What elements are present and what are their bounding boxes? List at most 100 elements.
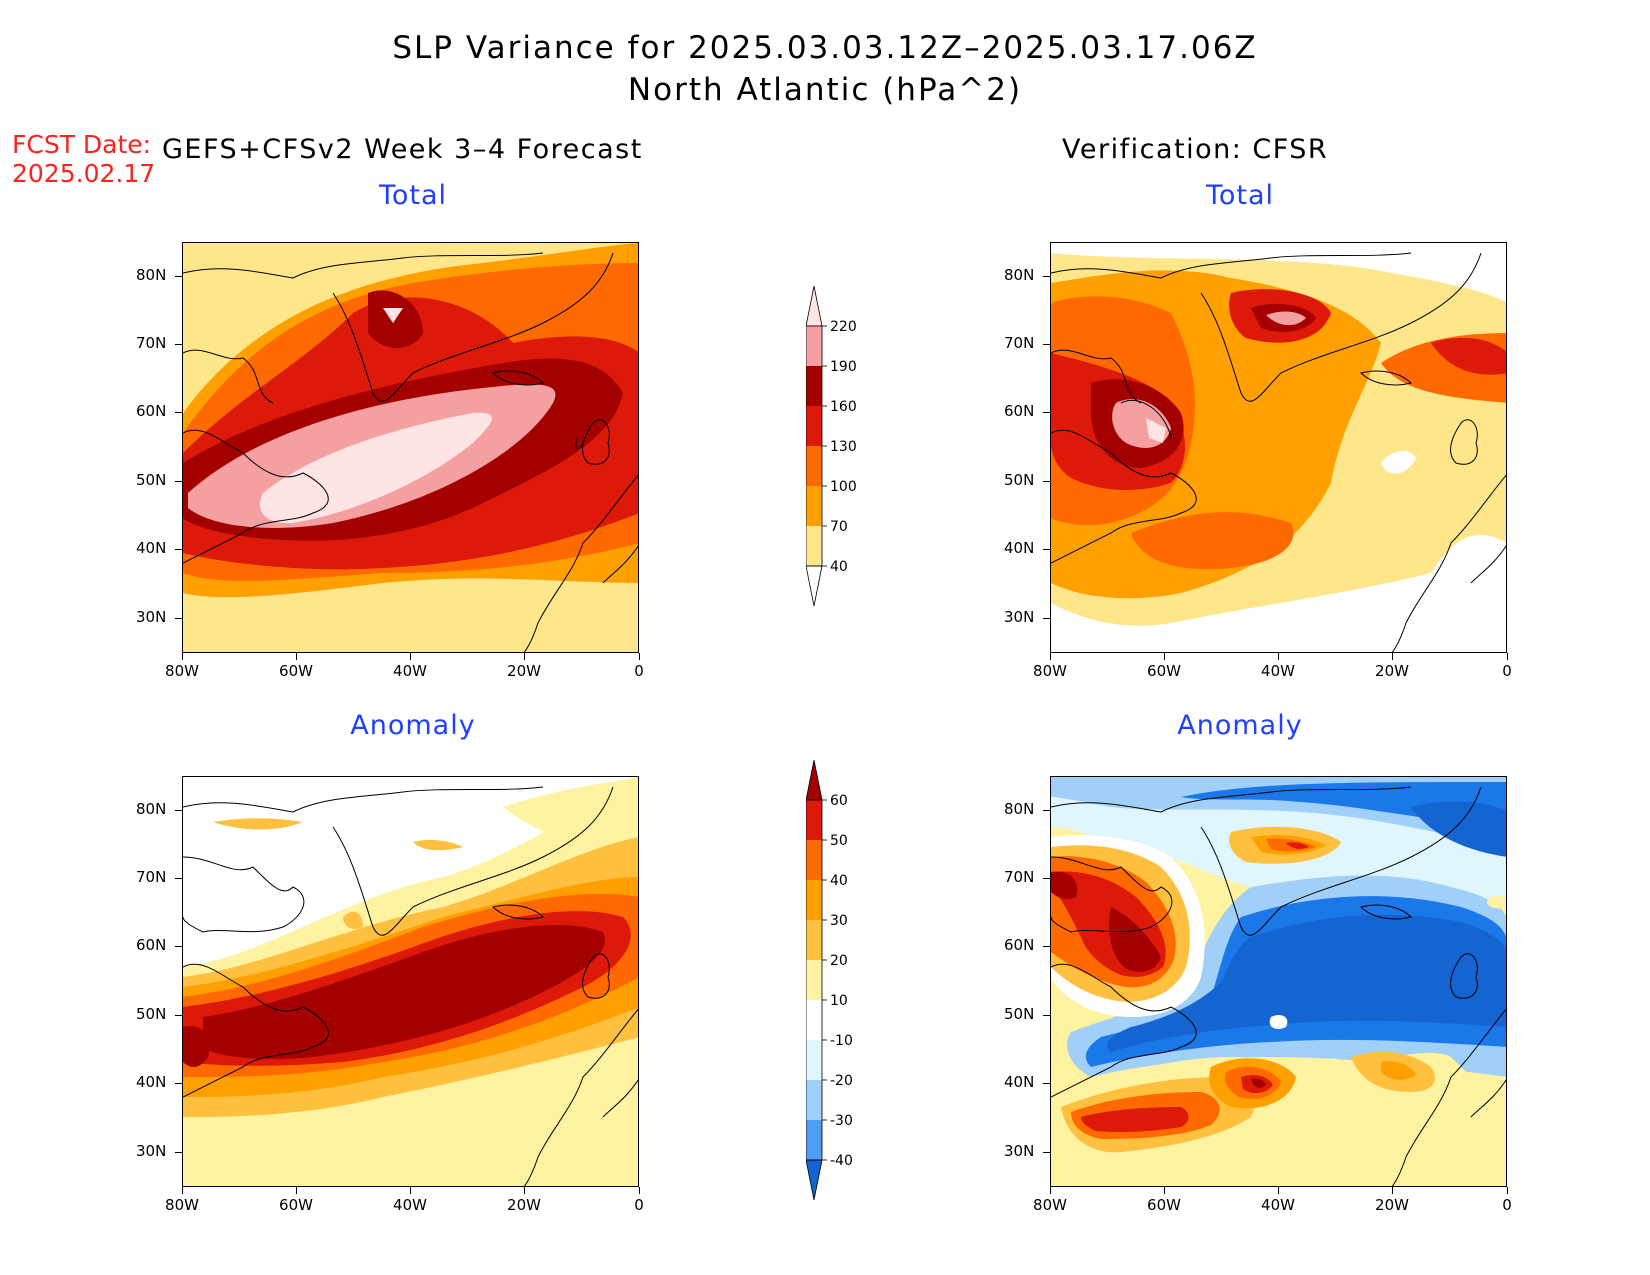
lon-tick-label: 20W [1375, 662, 1409, 680]
lon-tick-label: 80W [165, 662, 199, 680]
lat-tick-label: 40N [136, 539, 167, 557]
lat-tick-mark [1043, 618, 1050, 619]
lat-tick-label: 50N [136, 1005, 167, 1023]
lat-tick-mark [175, 344, 182, 345]
lon-tick-label: 60W [1147, 1196, 1181, 1214]
lon-tick-label: 20W [507, 662, 541, 680]
verification-header: Verification: CFSR [1062, 134, 1329, 165]
lat-tick-mark [175, 878, 182, 879]
lon-tick-label: 40W [393, 1196, 427, 1214]
lat-tick-label: 30N [136, 608, 167, 626]
lon-tick-label: 80W [1033, 662, 1067, 680]
lat-tick-label: 70N [1004, 868, 1035, 886]
lon-tick-mark [1278, 653, 1279, 660]
lon-tick-label: 0 [1502, 662, 1512, 680]
lon-tick-label: 60W [279, 1196, 313, 1214]
colorbar-box [806, 446, 822, 486]
colorbar-box [806, 800, 822, 840]
lat-tick-label: 30N [136, 1142, 167, 1160]
colorbar-label: 220 [830, 319, 857, 335]
lon-tick-label: 40W [393, 662, 427, 680]
colorbar-bottom-triangle [805, 565, 823, 607]
colorbar-label: -30 [830, 1113, 853, 1129]
colorbar-label: 30 [830, 913, 848, 929]
anomaly-colorbar: 60 50 40 30 20 10 -10 -20 -30 -40 [805, 759, 886, 1210]
lon-tick-mark [1278, 1187, 1279, 1194]
lon-tick-mark [1164, 1187, 1165, 1194]
colorbar-label: -20 [830, 1073, 853, 1089]
colorbar-label: 160 [830, 399, 857, 415]
lat-tick-label: 50N [136, 471, 167, 489]
main-subtitle: North Atlantic (hPa^2) [627, 72, 1023, 108]
lat-tick-label: 70N [1004, 334, 1035, 352]
verification-anomaly-map [1050, 776, 1507, 1187]
main-title: SLP Variance for 2025.03.03.12Z–2025.03.… [392, 30, 1258, 66]
lat-tick-mark [175, 618, 182, 619]
lon-tick-mark [1507, 1187, 1508, 1194]
lon-tick-mark [1050, 1187, 1051, 1194]
lon-tick-mark [1507, 653, 1508, 660]
lat-tick-label: 60N [136, 936, 167, 954]
lon-tick-mark [639, 653, 640, 660]
lat-tick-label: 70N [136, 334, 167, 352]
lat-tick-mark [1043, 946, 1050, 947]
lon-tick-label: 80W [165, 1196, 199, 1214]
lat-tick-label: 80N [136, 800, 167, 818]
colorbar-top-triangle [805, 285, 823, 327]
colorbar-box [806, 1080, 822, 1120]
lat-tick-label: 80N [1004, 266, 1035, 284]
lat-tick-mark [175, 1152, 182, 1153]
colorbar-label: 70 [830, 519, 848, 535]
fcst-date-value: 2025.02.17 [12, 159, 156, 188]
lon-tick-mark [1392, 653, 1393, 660]
lat-tick-mark [1043, 344, 1050, 345]
lat-tick-mark [175, 1083, 182, 1084]
colorbar-top-triangle [805, 759, 823, 801]
lat-tick-label: 40N [1004, 1073, 1035, 1091]
lat-tick-mark [1043, 1083, 1050, 1084]
forecast-total-title: Total [378, 180, 448, 211]
colorbar-box [806, 920, 822, 960]
lat-tick-mark [1043, 1015, 1050, 1016]
lon-tick-mark [410, 653, 411, 660]
colorbar-label: 130 [830, 439, 857, 455]
verification-anomaly-title: Anomaly [1177, 710, 1303, 741]
colorbar-label: -10 [830, 1033, 853, 1049]
lon-tick-label: 20W [1375, 1196, 1409, 1214]
colorbar-box [806, 960, 822, 1000]
lat-tick-label: 30N [1004, 608, 1035, 626]
verification-total-map [1050, 242, 1507, 653]
lon-tick-mark [1392, 1187, 1393, 1194]
lat-tick-mark [175, 481, 182, 482]
lat-tick-label: 50N [1004, 1005, 1035, 1023]
lat-tick-label: 60N [136, 402, 167, 420]
lat-tick-label: 70N [136, 868, 167, 886]
lon-tick-label: 0 [1502, 1196, 1512, 1214]
colorbar-box [806, 1000, 822, 1040]
colorbar-label: -40 [830, 1153, 853, 1169]
colorbar-box [806, 840, 822, 880]
lat-tick-label: 40N [136, 1073, 167, 1091]
forecast-total-map [182, 242, 639, 653]
lat-tick-mark [1043, 276, 1050, 277]
lon-tick-label: 60W [1147, 662, 1181, 680]
colorbar-box [806, 486, 822, 526]
lon-tick-mark [182, 1187, 183, 1194]
fcst-date-label: FCST Date: [12, 130, 152, 159]
verification-total-title: Total [1205, 180, 1275, 211]
total-colorbar: 220 190 160 130 100 70 40 [805, 285, 886, 622]
lon-tick-mark [182, 653, 183, 660]
lat-tick-mark [1043, 412, 1050, 413]
colorbar-box [806, 526, 822, 566]
lat-tick-label: 80N [1004, 800, 1035, 818]
lon-tick-label: 80W [1033, 1196, 1067, 1214]
lon-tick-label: 40W [1261, 662, 1295, 680]
colorbar-box [806, 406, 822, 446]
lat-tick-mark [175, 549, 182, 550]
lon-tick-mark [1050, 653, 1051, 660]
forecast-anomaly-map [182, 776, 639, 1187]
lon-tick-label: 40W [1261, 1196, 1295, 1214]
lat-tick-label: 80N [136, 266, 167, 284]
colorbar-label: 40 [830, 559, 848, 575]
lon-tick-mark [296, 1187, 297, 1194]
